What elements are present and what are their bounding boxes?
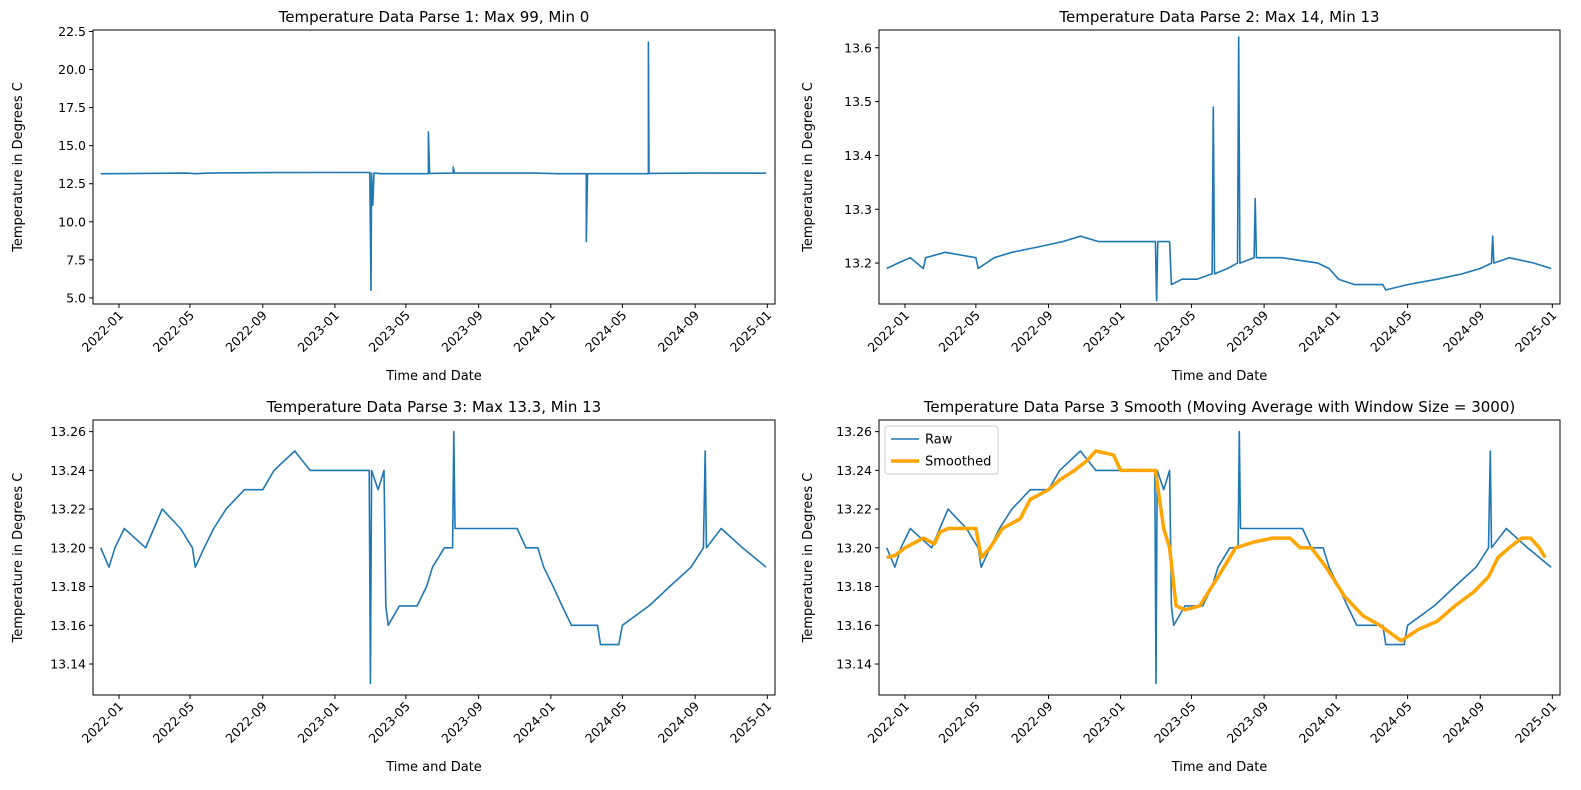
subplot-1: Temperature Data Parse 1: Max 99, Min 0 2… xyxy=(11,8,776,384)
x-tick-label: 2023-01 xyxy=(1080,308,1128,356)
series-line xyxy=(99,430,767,685)
x-tick-label: 2023-01 xyxy=(295,308,343,356)
x-tick-label: 2022-01 xyxy=(79,308,127,356)
y-tick-label: 13.4 xyxy=(844,148,872,163)
x-tick-label: 2024-05 xyxy=(1367,699,1415,747)
legend-label-smoothed: Smoothed xyxy=(925,455,991,470)
x-tick-label: 2022-09 xyxy=(222,698,270,746)
y-tick-label: 5.0 xyxy=(66,290,86,305)
y-tick-label: 7.5 xyxy=(66,252,86,267)
x-tick-label: 2024-09 xyxy=(655,307,703,355)
x-axis-label: Time and Date xyxy=(385,369,482,384)
subplot-3: Temperature Data Parse 3: Max 13.3, Min … xyxy=(11,398,776,775)
subplot-2: Temperature Data Parse 2: Max 14, Min 13… xyxy=(801,8,1561,384)
x-tick-label: 2023-09 xyxy=(1224,307,1272,355)
chart-title: Temperature Data Parse 3 Smooth (Moving … xyxy=(923,398,1515,416)
y-tick-label: 20.0 xyxy=(58,62,86,77)
legend: Raw Smoothed xyxy=(884,425,999,475)
x-tick-label: 2024-05 xyxy=(582,308,630,356)
axes-frame xyxy=(878,29,1561,305)
series-line xyxy=(886,36,1552,302)
y-tick-label: 13.16 xyxy=(50,618,86,633)
y-tick-label: 22.5 xyxy=(58,24,86,39)
x-tick-label: 2025-01 xyxy=(1512,699,1560,747)
y-tick-label: 13.3 xyxy=(844,202,872,217)
y-tick-label: 13.14 xyxy=(836,657,872,672)
x-tick-label: 2022-05 xyxy=(150,699,198,747)
y-tick-label: 13.22 xyxy=(50,502,86,517)
x-tick-label: 2022-01 xyxy=(865,308,913,356)
x-tick-label: 2022-09 xyxy=(1008,698,1056,746)
x-tick-label: 2023-05 xyxy=(365,308,413,356)
y-tick-label: 13.2 xyxy=(844,256,872,271)
y-tick-label: 12.5 xyxy=(58,176,86,191)
x-tick-label: 2022-01 xyxy=(865,699,913,747)
y-tick-label: 13.5 xyxy=(844,94,872,109)
x-tick-label: 2025-01 xyxy=(1512,308,1560,356)
y-tick-label: 15.0 xyxy=(58,138,86,153)
x-tick-label: 2023-01 xyxy=(295,699,343,747)
x-tick-label: 2022-09 xyxy=(1008,307,1056,355)
y-tick-label: 13.18 xyxy=(50,579,86,594)
x-tick-label: 2024-01 xyxy=(510,699,558,747)
chart-title: Temperature Data Parse 2: Max 14, Min 13 xyxy=(1058,8,1379,26)
x-tick-label: 2023-01 xyxy=(1080,699,1128,747)
x-axis-label: Time and Date xyxy=(1171,760,1268,775)
x-tick-label: 2023-05 xyxy=(1151,308,1199,356)
x-tick-label: 2022-05 xyxy=(150,308,198,356)
x-axis-label: Time and Date xyxy=(385,760,482,775)
x-tick-label: 2022-09 xyxy=(222,307,270,355)
x-tick-label: 2025-01 xyxy=(727,308,775,356)
x-tick-label: 2024-09 xyxy=(655,698,703,746)
x-tick-label: 2024-01 xyxy=(1296,699,1344,747)
axes-frame xyxy=(878,419,1561,696)
chart-title: Temperature Data Parse 1: Max 99, Min 0 xyxy=(278,8,590,26)
y-tick-label: 13.16 xyxy=(836,618,872,633)
x-tick-label: 2022-05 xyxy=(935,699,983,747)
x-tick-label: 2022-01 xyxy=(79,699,127,747)
x-tick-label: 2022-05 xyxy=(935,308,983,356)
y-axis-label: Temperature in Degrees C xyxy=(801,82,816,253)
y-tick-label: 10.0 xyxy=(58,214,86,229)
x-tick-label: 2024-09 xyxy=(1440,307,1488,355)
y-tick-label: 13.14 xyxy=(50,657,86,672)
x-tick-label: 2023-09 xyxy=(1224,698,1272,746)
x-tick-label: 2024-01 xyxy=(1296,308,1344,356)
x-tick-label: 2024-01 xyxy=(510,308,558,356)
axes-frame xyxy=(92,29,776,305)
x-tick-label: 2023-09 xyxy=(438,698,486,746)
y-tick-label: 17.5 xyxy=(58,100,86,115)
y-tick-label: 13.18 xyxy=(836,579,872,594)
x-tick-label: 2023-09 xyxy=(438,307,486,355)
y-axis-label: Temperature in Degrees C xyxy=(801,473,816,644)
x-tick-label: 2024-05 xyxy=(582,699,630,747)
x-tick-label: 2025-01 xyxy=(727,699,775,747)
x-axis-label: Time and Date xyxy=(1171,369,1268,384)
legend-label-raw: Raw xyxy=(925,433,953,448)
chart-title: Temperature Data Parse 3: Max 13.3, Min … xyxy=(266,398,601,416)
y-tick-label: 13.26 xyxy=(836,424,872,439)
y-tick-label: 13.24 xyxy=(836,463,872,478)
y-axis-label: Temperature in Degrees C xyxy=(11,473,26,644)
y-tick-label: 13.24 xyxy=(50,463,86,478)
y-tick-label: 13.26 xyxy=(50,424,86,439)
y-axis-label: Temperature in Degrees C xyxy=(11,82,26,253)
y-tick-label: 13.20 xyxy=(836,540,872,555)
x-tick-label: 2024-09 xyxy=(1440,698,1488,746)
x-tick-label: 2024-05 xyxy=(1367,308,1415,356)
x-tick-label: 2023-05 xyxy=(1151,699,1199,747)
series-line xyxy=(100,41,767,292)
y-tick-label: 13.22 xyxy=(836,502,872,517)
y-tick-label: 13.20 xyxy=(50,540,86,555)
axes-frame xyxy=(92,419,776,696)
series-line-smoothed xyxy=(886,449,1547,643)
subplot-4: Temperature Data Parse 3 Smooth (Moving … xyxy=(801,398,1561,775)
x-tick-label: 2023-05 xyxy=(365,699,413,747)
y-tick-label: 13.6 xyxy=(844,40,872,55)
